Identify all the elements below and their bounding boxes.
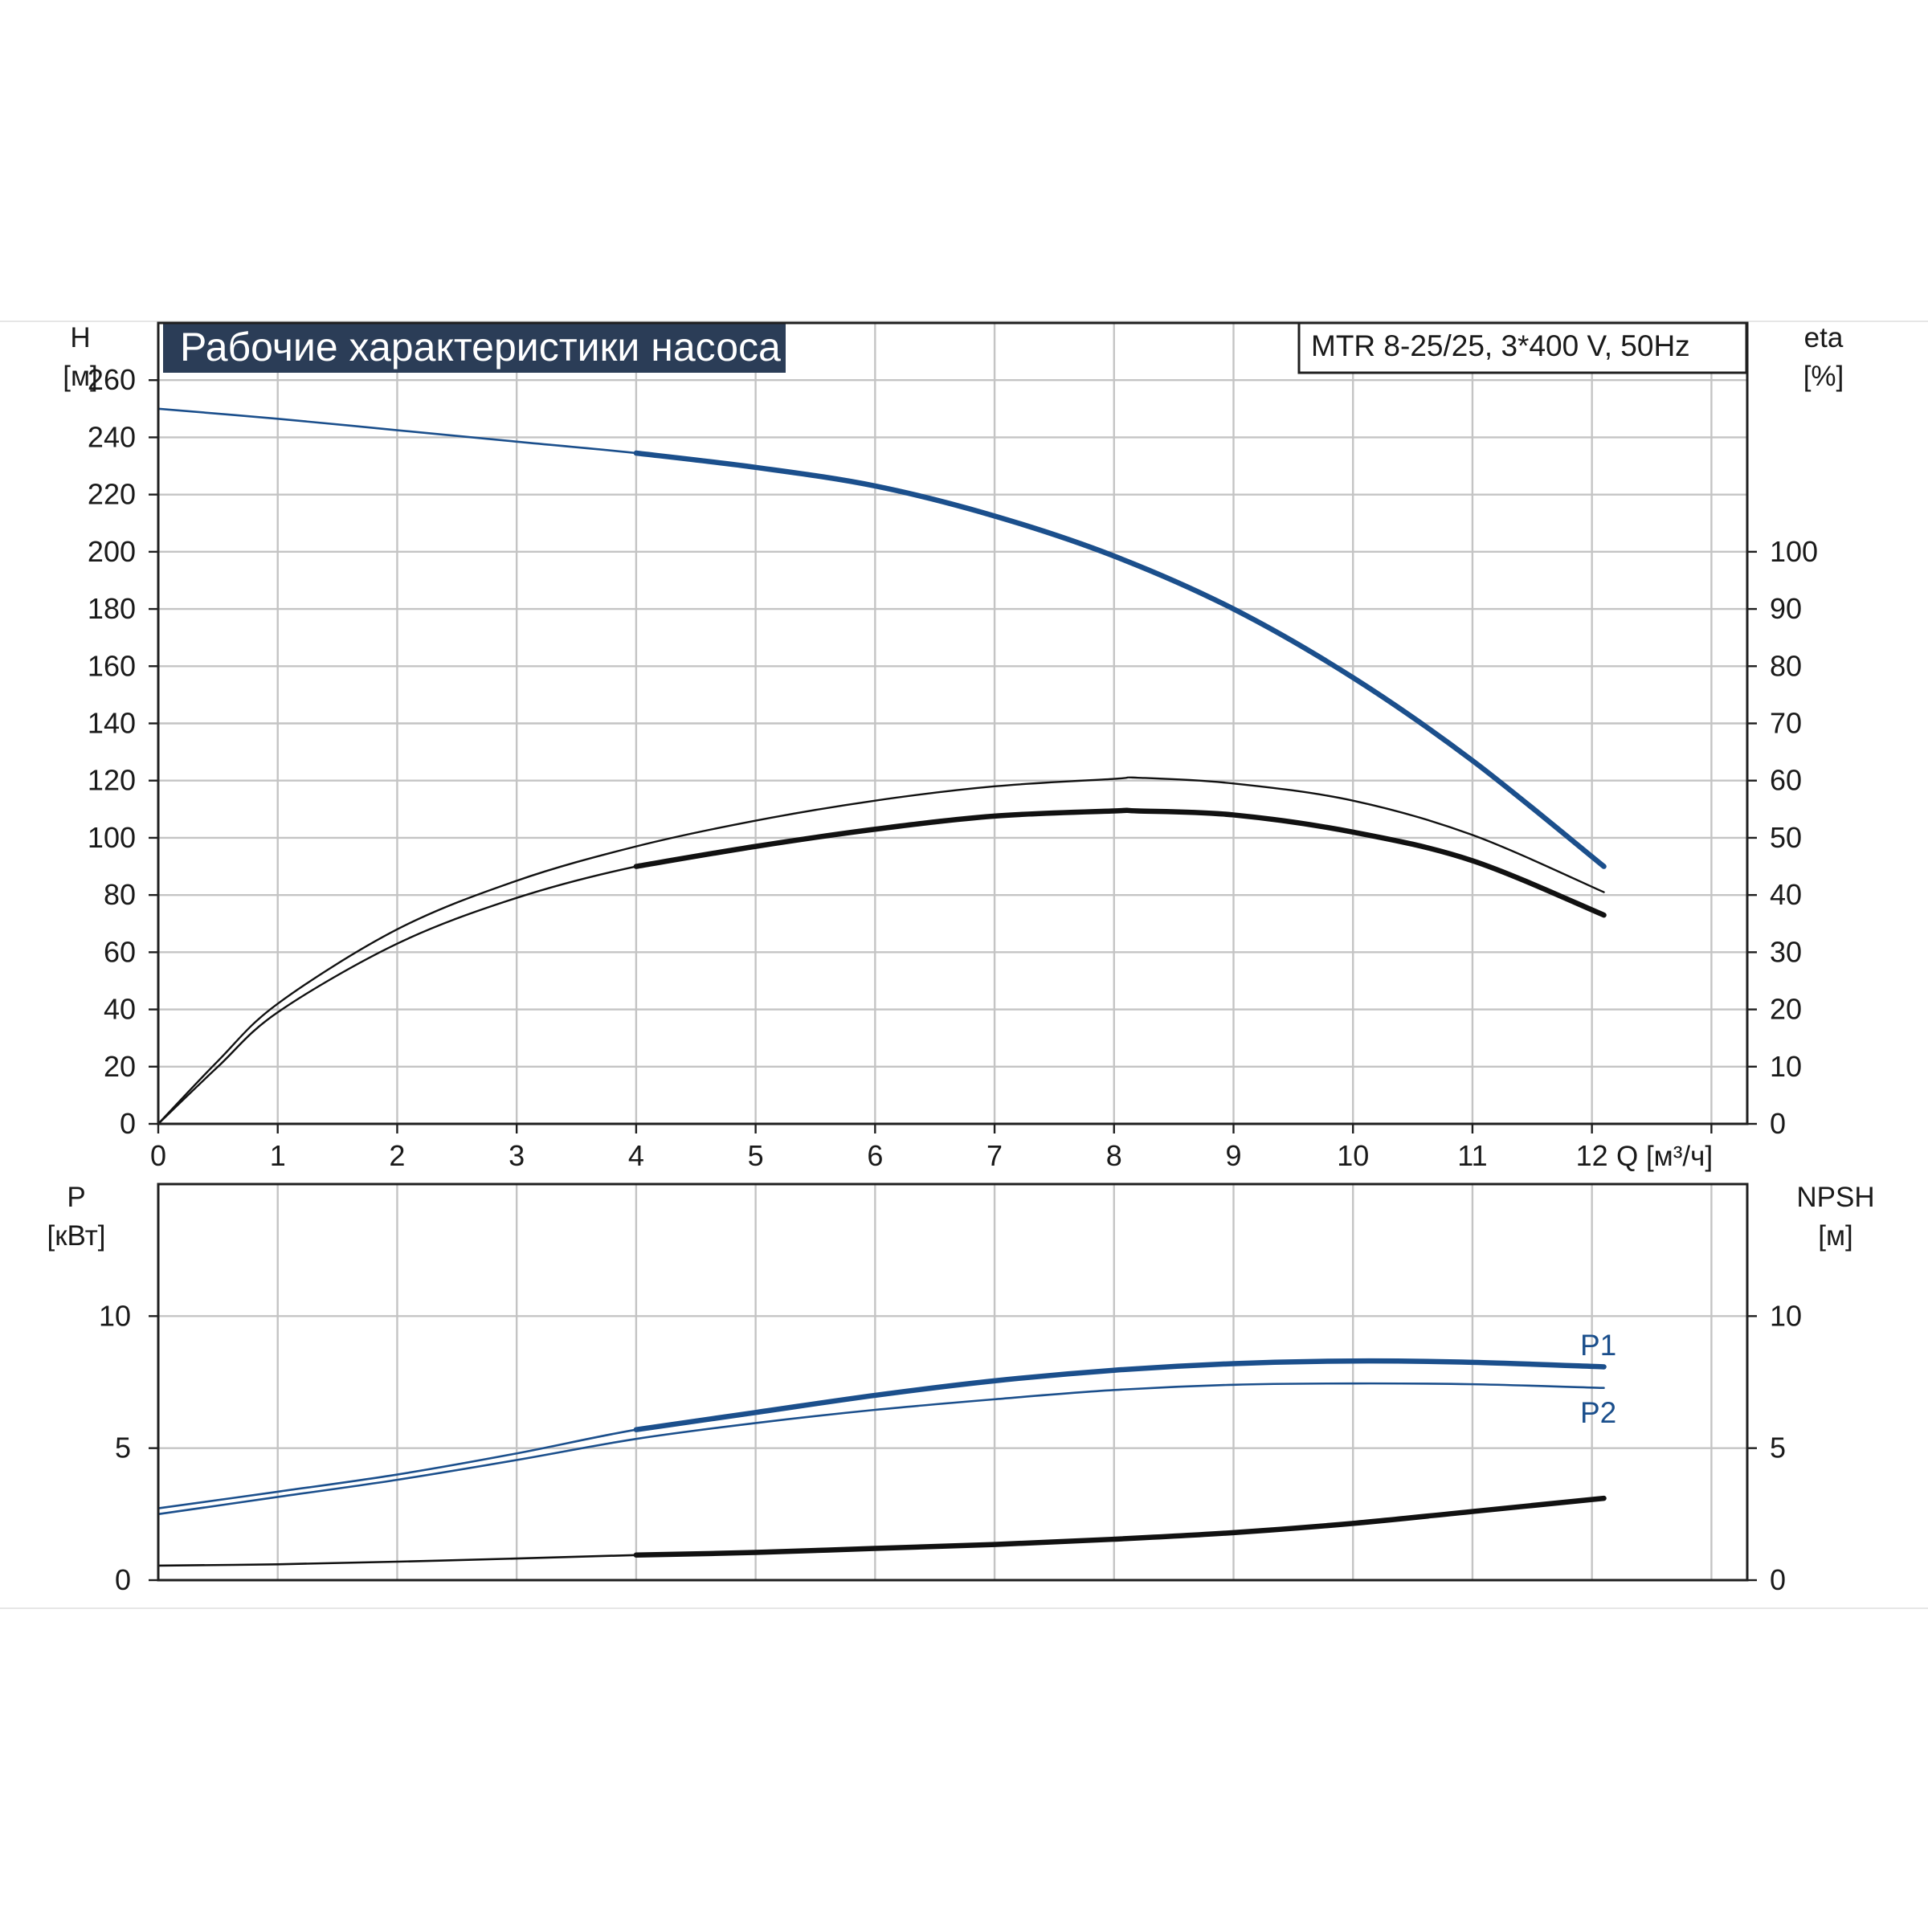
left-tick-label: 220 — [88, 478, 136, 511]
right-tick-label: 80 — [1770, 649, 1802, 682]
npsh-axis-unit: [м] — [1818, 1220, 1853, 1252]
left-tick-label: 100 — [88, 821, 136, 854]
series-bottom-1-line — [157, 1382, 1605, 1516]
x-tick-label: 11 — [1457, 1139, 1487, 1172]
p-tick-label: 5 — [115, 1432, 131, 1464]
npsh-tick-label: 5 — [1770, 1432, 1786, 1464]
top-axis-ticks: 0204060801001201401601802002202402600102… — [88, 363, 1818, 1172]
x-tick-label: 6 — [867, 1139, 883, 1172]
series-top-2-line — [157, 809, 1605, 1125]
chart-title: Рабочие характеристики насоса — [180, 325, 781, 370]
p-tick-label: 0 — [115, 1563, 131, 1596]
eta-axis-unit: [%] — [1803, 361, 1844, 392]
left-tick-label: 0 — [120, 1107, 136, 1140]
p-axis-title: P — [67, 1182, 85, 1213]
bottom-gridlines — [158, 1184, 1747, 1580]
series-bottom-2-line — [157, 1497, 1605, 1567]
series-label-p1: P1 — [1580, 1329, 1616, 1362]
x-tick-label: 4 — [628, 1139, 644, 1172]
series-top-2-bold-segment — [633, 807, 1607, 918]
x-tick-label: 0 — [150, 1139, 166, 1172]
h-axis-unit: [м] — [63, 361, 98, 392]
left-tick-label: 180 — [88, 592, 136, 625]
x-tick-label: 3 — [509, 1139, 525, 1172]
series-top-1-line — [157, 776, 1605, 1125]
right-tick-label: 50 — [1770, 821, 1802, 854]
q-axis-title: Q [м³/ч] — [1616, 1141, 1713, 1172]
left-tick-label: 120 — [88, 764, 136, 797]
series-top-0-line — [157, 407, 1605, 868]
right-tick-label: 40 — [1770, 878, 1802, 911]
right-tick-label: 70 — [1770, 707, 1802, 740]
left-tick-label: 160 — [88, 649, 136, 682]
bottom-axis-ticks: 0 5 10 0 5 10 — [99, 1299, 1802, 1596]
right-tick-label: 30 — [1770, 935, 1802, 968]
npsh-axis-title: NPSH — [1796, 1182, 1874, 1213]
right-tick-label: 10 — [1770, 1050, 1802, 1083]
x-tick-label: 10 — [1337, 1139, 1369, 1172]
left-tick-label: 40 — [104, 993, 136, 1026]
bottom-plot-frame — [157, 1182, 1749, 1582]
left-tick-label: 140 — [88, 707, 136, 740]
left-tick-label: 200 — [88, 535, 136, 568]
top-series-group — [157, 407, 1607, 1125]
left-tick-label: 260 — [88, 363, 136, 396]
p-tick-label: 10 — [99, 1299, 131, 1332]
title-banner — [163, 323, 786, 373]
model-label: MTR 8-25/25, 3*400 V, 50Hz — [1311, 329, 1690, 362]
npsh-tick-label: 10 — [1770, 1299, 1802, 1332]
x-tick-label: 8 — [1106, 1139, 1122, 1172]
p-axis-unit: [кВт] — [47, 1220, 106, 1252]
right-tick-label: 90 — [1770, 592, 1802, 625]
left-tick-label: 60 — [104, 935, 136, 968]
x-tick-label: 1 — [270, 1139, 286, 1172]
left-tick-label: 20 — [104, 1050, 136, 1083]
series-label-p2: P2 — [1580, 1396, 1616, 1429]
npsh-tick-label: 0 — [1770, 1563, 1786, 1596]
series-bottom-0-bold-segment — [633, 1358, 1607, 1432]
left-tick-label: 80 — [104, 878, 136, 911]
series-bottom-2-bold-segment — [633, 1495, 1607, 1558]
eta-axis-title: eta — [1804, 322, 1844, 353]
series-top-0-bold-segment — [633, 450, 1607, 869]
x-tick-label: 7 — [986, 1139, 1003, 1172]
h-axis-title: H — [70, 322, 90, 353]
x-tick-label: 2 — [389, 1139, 405, 1172]
x-tick-label: 5 — [748, 1139, 764, 1172]
bottom-series-group — [157, 1358, 1607, 1567]
left-tick-label: 240 — [88, 420, 136, 453]
right-tick-label: 0 — [1770, 1107, 1786, 1140]
x-tick-label: 9 — [1225, 1139, 1241, 1172]
right-tick-label: 60 — [1770, 764, 1802, 797]
top-gridlines — [158, 321, 1747, 1124]
right-tick-label: 100 — [1770, 535, 1818, 568]
x-tick-label: 12 — [1576, 1139, 1608, 1172]
right-tick-label: 20 — [1770, 993, 1802, 1026]
